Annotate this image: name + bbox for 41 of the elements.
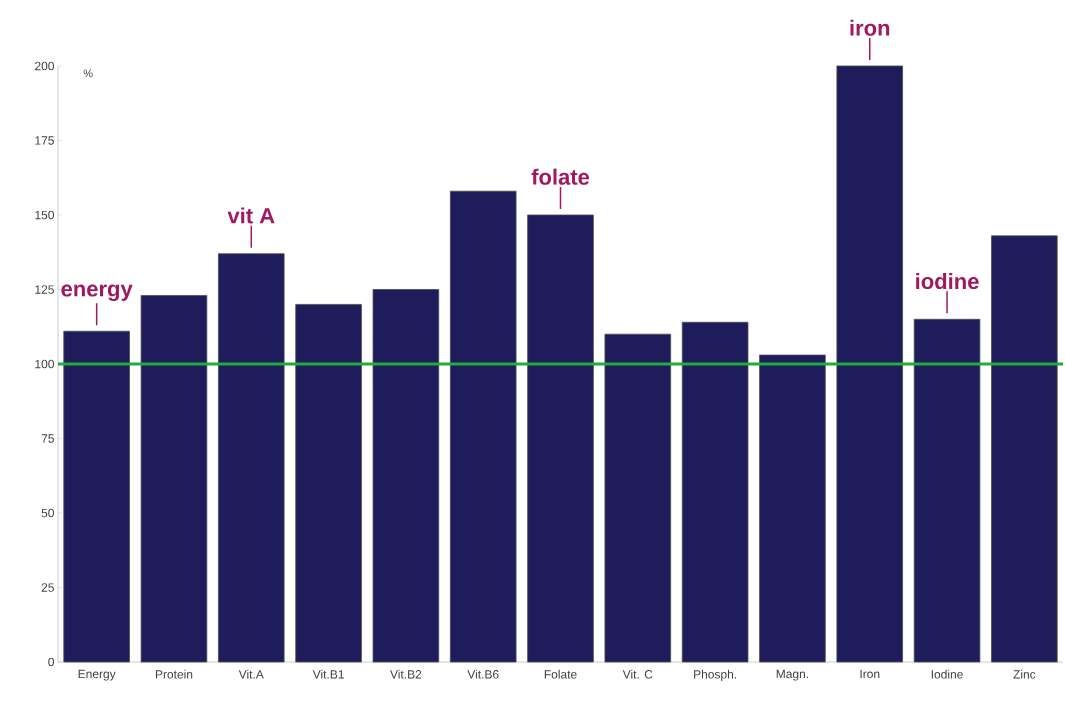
bar: [836, 65, 903, 663]
y-tick-label: 0: [48, 657, 55, 667]
x-tick-label: Vit.B2: [390, 669, 422, 679]
x-tick-label: Energy: [78, 669, 116, 681]
bar: [759, 354, 826, 663]
bar: [449, 190, 517, 663]
annotation: iodine: [916, 272, 979, 290]
bar: [218, 253, 285, 663]
y-axis-title: %: [83, 69, 93, 78]
x-tick-label: Vit.B1: [312, 669, 344, 679]
y-tick-label: 150: [35, 210, 54, 220]
bar: [140, 295, 208, 663]
y-tick-label: 100: [35, 359, 54, 369]
bar: [63, 330, 130, 663]
x-tick-label: Protein: [155, 669, 193, 679]
annotation: iron: [850, 19, 890, 36]
x-tick-label: Iodine: [931, 669, 963, 679]
bar: [681, 321, 749, 663]
bar: [372, 289, 440, 663]
y-tick-label: 50: [41, 508, 54, 518]
y-tick-label: 75: [41, 434, 54, 443]
x-tick-label: Folate: [544, 669, 577, 679]
x-tick-label: Phosph.: [694, 669, 737, 681]
annotation: vit A: [227, 207, 275, 224]
bar: [604, 333, 672, 663]
bar: [991, 235, 1058, 663]
x-tick-label: Zinc: [1013, 669, 1036, 679]
y-tick-label: 25: [41, 583, 54, 592]
bar: [913, 318, 981, 663]
x-tick-label: Vit.A: [238, 669, 264, 679]
bar: [295, 304, 362, 663]
y-tick-label: 200: [35, 61, 54, 71]
bar: [527, 214, 594, 663]
annotation: folate: [531, 168, 590, 185]
x-tick-label: Vit.B6: [467, 669, 499, 679]
annotation: energy: [61, 284, 133, 302]
y-tick-label: 175: [35, 136, 54, 145]
x-tick-label: Iron: [860, 669, 880, 679]
y-tick-label: 125: [35, 285, 54, 294]
x-tick-label: Magn.: [776, 669, 809, 681]
x-tick-label: Vit. C: [622, 669, 653, 679]
